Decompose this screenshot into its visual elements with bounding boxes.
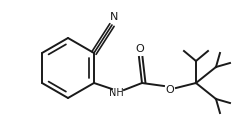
Text: N: N xyxy=(110,12,118,22)
Text: NH: NH xyxy=(108,88,123,98)
Text: O: O xyxy=(136,44,144,54)
Text: O: O xyxy=(166,85,174,95)
